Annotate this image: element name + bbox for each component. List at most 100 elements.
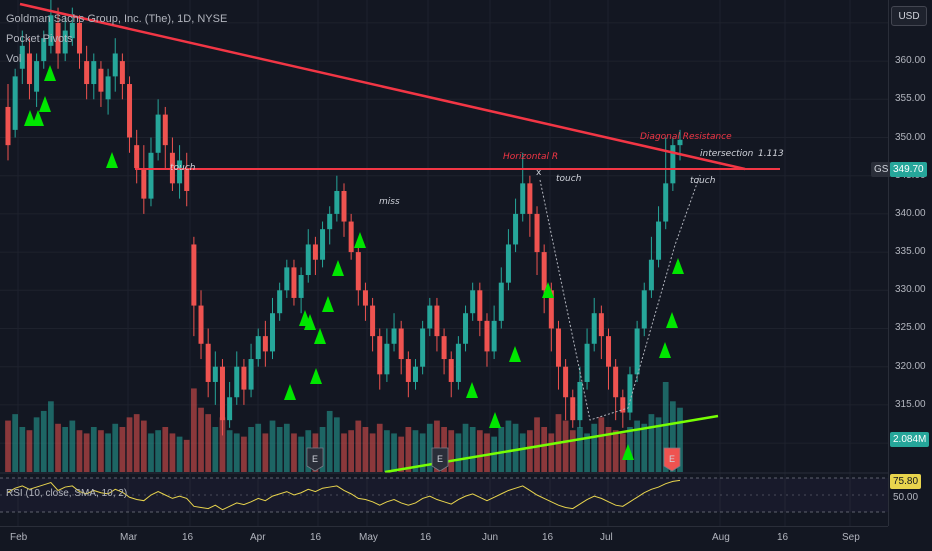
candle-body — [412, 366, 418, 382]
pocket-pivot-triangle — [666, 312, 678, 328]
price-axis[interactable]: 365.00360.00355.00350.00345.00340.00335.… — [888, 0, 932, 526]
candle-body — [627, 374, 633, 413]
candle-body — [219, 366, 225, 421]
candle-body — [34, 61, 40, 92]
pocket-pivot-triangle — [314, 328, 326, 344]
chart-pane[interactable]: E E E Diagonal Resistance Horizontal R int… — [0, 0, 888, 526]
pocket-pivot-triangle — [24, 110, 36, 126]
pocket-pivot-markers — [24, 65, 684, 460]
pocket-pivot-triangle — [322, 296, 334, 312]
volume-bars — [5, 382, 683, 472]
candle-body — [62, 30, 68, 54]
candle-body — [405, 359, 411, 382]
price-axis-label: 330.00 — [895, 284, 926, 296]
candle-body — [584, 343, 590, 382]
volume-bar — [326, 410, 333, 472]
time-axis-label: Sep — [842, 532, 860, 543]
annotation-miss: miss — [379, 197, 400, 207]
volume-bar — [140, 420, 147, 472]
candle-body — [527, 183, 533, 214]
volume-bar — [648, 414, 655, 472]
volume-bar — [26, 430, 33, 472]
candle-body — [91, 61, 97, 85]
candle-body — [84, 61, 90, 85]
volume-bar — [677, 407, 683, 472]
candle-body — [205, 343, 211, 382]
candle-body — [563, 366, 569, 398]
rsi-line — [7, 479, 681, 511]
time-axis[interactable]: Feb Mar 16 Apr 16 May 16 Jun 16 Jul Aug 16 Sep — [0, 526, 888, 551]
candle-body — [498, 282, 504, 321]
candle-body — [177, 160, 183, 184]
candle-body — [262, 336, 268, 352]
earnings-marker-label: E — [437, 454, 443, 464]
volume-bar — [176, 436, 183, 472]
volume-bar — [276, 427, 283, 472]
annotation-touch-3: touch — [690, 176, 716, 186]
volume-bar — [341, 433, 347, 472]
volume-bar — [412, 430, 419, 472]
candle-body — [26, 53, 32, 85]
time-axis-label: 16 — [542, 532, 554, 543]
diagonal-resistance-line[interactable] — [19, 2, 746, 171]
annotation-diagonal-resistance: Diagonal Resistance — [640, 132, 732, 142]
volume-bar — [55, 423, 61, 472]
time-axis-label: 16 — [777, 532, 789, 543]
pocket-pivot-triangle — [310, 368, 322, 384]
volume-bar — [391, 433, 397, 472]
candle-body — [48, 15, 54, 46]
volume-bar — [5, 420, 11, 472]
candle-body — [248, 359, 254, 390]
candle-body — [505, 244, 511, 283]
volume-bar — [269, 420, 276, 472]
price-axis-label: 350.00 — [895, 131, 926, 143]
candle-body — [663, 183, 669, 222]
indicator-legend-pocket-pivots[interactable]: Pocket Pivots — [6, 33, 73, 45]
candle-body — [477, 290, 483, 321]
candle-body — [291, 267, 297, 298]
candle-body — [420, 328, 426, 367]
volume-bar — [155, 430, 161, 472]
candle-body — [570, 397, 576, 421]
indicator-legend-volume[interactable]: Vol — [6, 53, 22, 65]
annotation-touch-2: touch — [556, 174, 582, 184]
candle-body — [491, 320, 497, 352]
annotation-intersection: intersection — [700, 149, 754, 159]
earnings-marker-label: E — [312, 454, 318, 464]
currency-button[interactable]: USD — [891, 6, 927, 26]
volume-bar — [198, 407, 204, 472]
volume-bar — [662, 382, 669, 472]
volume-bar — [562, 420, 569, 472]
candle-body — [670, 145, 676, 184]
symbol-title[interactable]: Goldman Sachs Group, Inc. (The), 1D, NYS… — [6, 13, 228, 25]
volume-bar — [548, 433, 555, 472]
candle-body — [327, 213, 333, 230]
candle-body — [613, 366, 619, 398]
candle-body — [427, 305, 433, 329]
volume-bar — [119, 427, 126, 472]
volume-bar — [12, 414, 19, 472]
time-axis-label: Mar — [120, 532, 138, 543]
volume-bar — [462, 423, 469, 472]
volume-bar — [527, 430, 533, 472]
volume-bar — [205, 414, 212, 472]
volume-bar — [476, 430, 483, 472]
time-axis-label: May — [359, 532, 378, 543]
volume-bar — [291, 433, 297, 472]
candle-body — [298, 275, 304, 298]
price-axis-label: 340.00 — [895, 207, 926, 219]
volume-bar — [591, 423, 598, 472]
candle-body — [455, 343, 461, 382]
candle-body — [112, 53, 118, 77]
candle-body — [155, 114, 161, 153]
candle-body — [19, 45, 25, 69]
time-axis-label: Feb — [10, 532, 28, 543]
volume-bar — [426, 423, 433, 472]
pocket-pivot-triangle — [32, 110, 44, 126]
candle-body — [513, 213, 519, 245]
volume-bar — [212, 427, 219, 472]
volume-bar — [619, 433, 626, 472]
price-axis-label: 335.00 — [895, 246, 926, 258]
volume-bar — [233, 433, 240, 472]
candle-body — [606, 336, 612, 367]
